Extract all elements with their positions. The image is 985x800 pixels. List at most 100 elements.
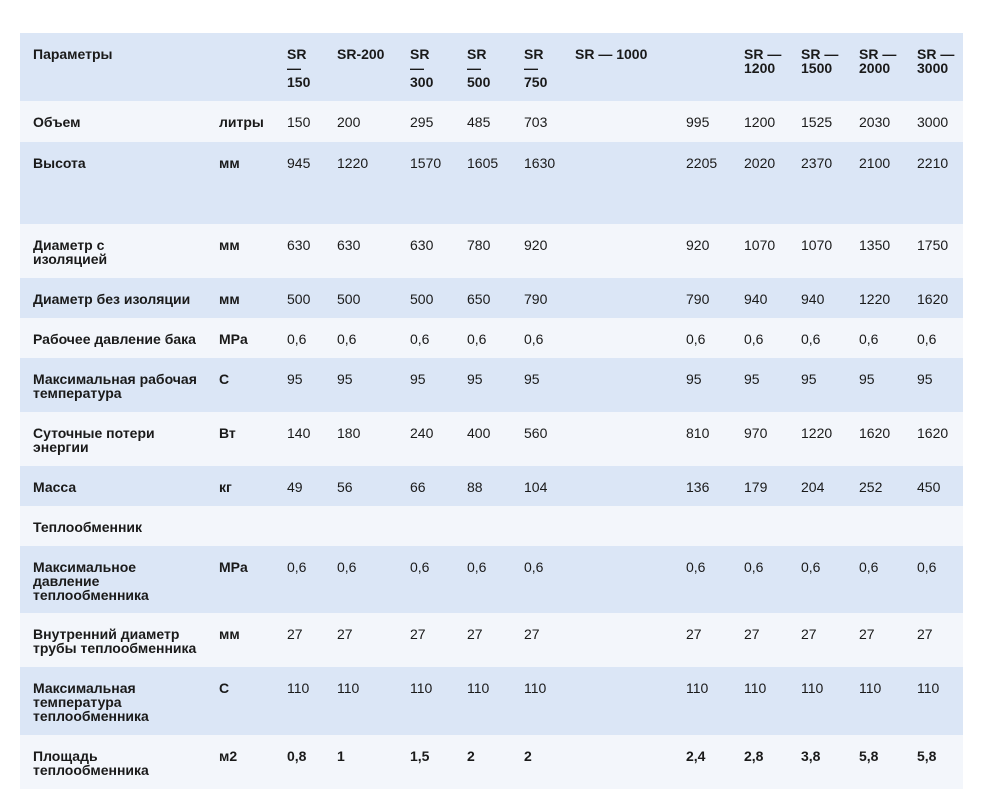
table-cell: 0,6 [524, 331, 544, 347]
table-cell: 95 [410, 371, 426, 387]
table-cell: 3,8 [801, 748, 821, 764]
table-cell: 136 [686, 479, 710, 495]
table-cell: 95 [524, 371, 540, 387]
table-cell: 995 [686, 114, 710, 130]
table-cell: 1525 [801, 114, 833, 130]
table-row: Суточные потери энергии Вт 140 180 240 400 560… [20, 412, 963, 466]
table-cell: 500 [410, 291, 434, 307]
table-cell: 1 [337, 748, 345, 764]
table-cell: 1630 [524, 155, 556, 171]
table-cell: 110 [801, 680, 824, 696]
table-cell: 920 [686, 237, 710, 253]
table-cell: 0,6 [801, 559, 821, 575]
table-cell: 790 [686, 291, 710, 307]
header-sr-1000: SR — 1000 [575, 46, 648, 62]
header-sr-1200: SR — 1200 [744, 46, 782, 76]
table-cell: 940 [801, 291, 825, 307]
table-cell: 95 [287, 371, 303, 387]
table-cell: 110 [859, 680, 882, 696]
table-cell: 2,4 [686, 748, 706, 764]
table-cell: 110 [744, 680, 767, 696]
table-cell: 810 [686, 425, 710, 441]
table-cell: 27 [917, 626, 933, 642]
table-cell: 0,6 [410, 331, 430, 347]
table-cell: 179 [744, 479, 768, 495]
table-cell: 940 [744, 291, 768, 307]
table-cell: 110 [287, 680, 310, 696]
table-cell: 2020 [744, 155, 776, 171]
row-label: Внутренний диаметр трубы теплообменника [33, 626, 197, 656]
table-cell: 1605 [467, 155, 499, 171]
row-unit: м2 [219, 748, 238, 764]
table-cell: 200 [337, 114, 361, 130]
table-cell: 0,6 [859, 559, 879, 575]
row-unit: мм [219, 237, 240, 253]
table-cell: 0,6 [337, 559, 357, 575]
table-cell: 0,6 [917, 331, 937, 347]
table-cell: 2 [524, 748, 532, 764]
table-cell: 630 [410, 237, 434, 253]
header-sr-150: SR — 150 [287, 46, 311, 90]
table-row: Высота мм 945 1220 1570 1605 1630 2205 2020 2370 2… [20, 142, 963, 224]
table-cell: 95 [859, 371, 875, 387]
table-cell: 1620 [859, 425, 891, 441]
table-cell: 485 [467, 114, 491, 130]
table-row: Максимальная рабочая температура С 95 95 95 9… [20, 358, 963, 412]
table-cell: 0,8 [287, 748, 307, 764]
table-cell: 27 [801, 626, 817, 642]
row-label: Высота [33, 155, 86, 171]
table-cell: 0,6 [524, 559, 544, 575]
table-cell: 970 [744, 425, 768, 441]
table-row: Масса кг 49 56 66 88 104 136 179 204 252 450 [20, 466, 963, 506]
table-cell: 450 [917, 479, 941, 495]
table-cell: 110 [337, 680, 360, 696]
table-cell: 2210 [917, 155, 949, 171]
table-cell: 0,6 [287, 331, 307, 347]
header-sr-300: SR — 300 [410, 46, 434, 90]
table-cell: 1220 [859, 291, 891, 307]
row-label: Рабочее давление бака [33, 331, 196, 347]
table-cell: 27 [287, 626, 303, 642]
row-unit: кг [219, 479, 232, 495]
table-cell: 95 [744, 371, 760, 387]
table-cell: 240 [410, 425, 434, 441]
table-cell: 703 [524, 114, 548, 130]
table-cell: 0,6 [917, 559, 937, 575]
table-cell: 110 [524, 680, 547, 696]
table-cell: 1,5 [410, 748, 430, 764]
table-cell: 140 [287, 425, 311, 441]
table-cell: 3000 [917, 114, 949, 130]
table-cell: 95 [467, 371, 483, 387]
table-cell: 400 [467, 425, 491, 441]
table-cell: 95 [686, 371, 702, 387]
table-cell: 95 [917, 371, 933, 387]
table-cell: 5,8 [859, 748, 879, 764]
table-cell: 110 [467, 680, 490, 696]
table-row: Теплообменник [20, 506, 963, 546]
table-cell: 104 [524, 479, 548, 495]
table-cell: 295 [410, 114, 434, 130]
table-cell: 110 [410, 680, 433, 696]
row-unit: С [219, 680, 230, 696]
table-cell: 0,6 [859, 331, 879, 347]
row-label: Масса [33, 479, 77, 495]
table-cell: 27 [410, 626, 426, 642]
table-header-row: Параметры SR — 150 SR-200 SR — 300 SR — … [20, 33, 963, 101]
table-row: Площадь теплообменника м2 0,8 1 1,5 2 2 2,4 2,8 3… [20, 735, 963, 789]
table-cell: 0,6 [287, 559, 307, 575]
table-cell: 790 [524, 291, 548, 307]
table-cell: 252 [859, 479, 883, 495]
row-unit: MPa [219, 331, 248, 347]
table-cell: 27 [859, 626, 875, 642]
table-cell: 630 [337, 237, 361, 253]
row-label: Максимальная рабочая температура [33, 371, 197, 401]
table-cell: 110 [686, 680, 709, 696]
row-label: Максимальная температура теплообменника [33, 680, 149, 724]
table-cell: 27 [337, 626, 353, 642]
table-cell: 27 [524, 626, 540, 642]
table-cell: 1750 [917, 237, 949, 253]
row-unit: мм [219, 626, 240, 642]
table-cell: 500 [337, 291, 361, 307]
table-cell: 2030 [859, 114, 891, 130]
table-cell: 630 [287, 237, 311, 253]
